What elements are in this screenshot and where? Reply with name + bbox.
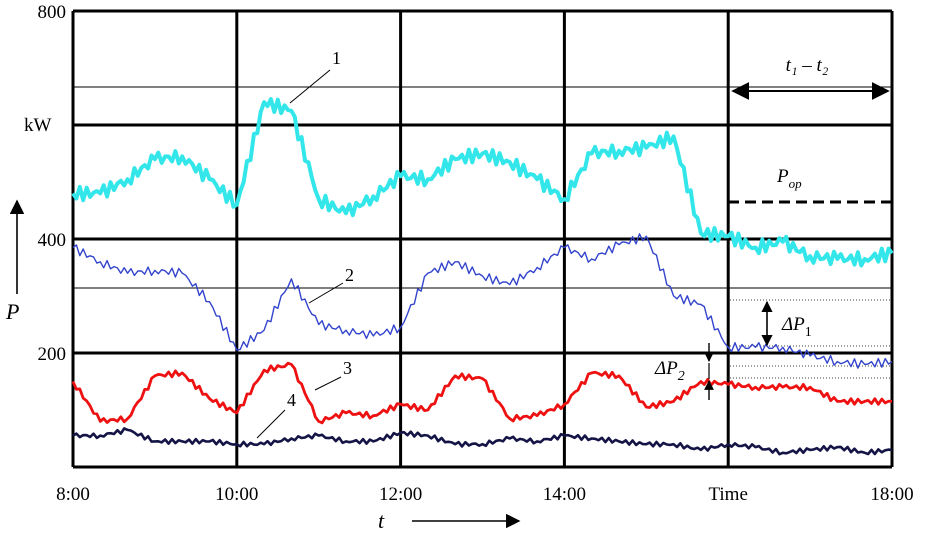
curve-label-3: 3 [343,358,352,378]
x-tick-label: 12:00 [379,484,422,505]
delta-p2-label: ΔP2 [654,358,685,384]
y-tick-label: 400 [38,230,67,251]
series-layer [71,97,894,456]
curve-label-2: 2 [345,265,354,285]
y-tick-labels: 200 400 800 [38,2,67,365]
y-tick-label: 200 [38,344,67,365]
curve-label-4: 4 [287,390,296,410]
x-tick-label: 18:00 [870,484,913,505]
x-axis-label: t [378,508,385,533]
series-line-1 [71,97,894,268]
delta-p1-label: ΔP1 [781,314,812,340]
y-unit-label: kW [24,115,52,136]
series-line-3 [71,361,893,425]
y-axis-label: P [5,299,19,324]
y-tick-label: 800 [38,2,67,23]
series-line-4 [72,427,893,456]
curve-callouts: 1 2 3 4 [256,48,354,439]
major-grid [71,9,894,469]
thin-hlines [73,86,892,289]
series-line-2 [72,233,893,369]
x-tick-label: 10:00 [215,484,258,505]
x-tick-label: 8:00 [56,484,90,505]
x-tick-label: 14:00 [543,484,586,505]
x-tick-label: Time [708,484,747,505]
x-tick-labels: 8:00 10:00 12:00 14:00 Time 18:00 [56,484,914,505]
curve-label-1: 1 [332,48,341,68]
p-op-label: Pop [776,166,802,191]
interval-label: t₁ – t₂ [786,55,829,76]
